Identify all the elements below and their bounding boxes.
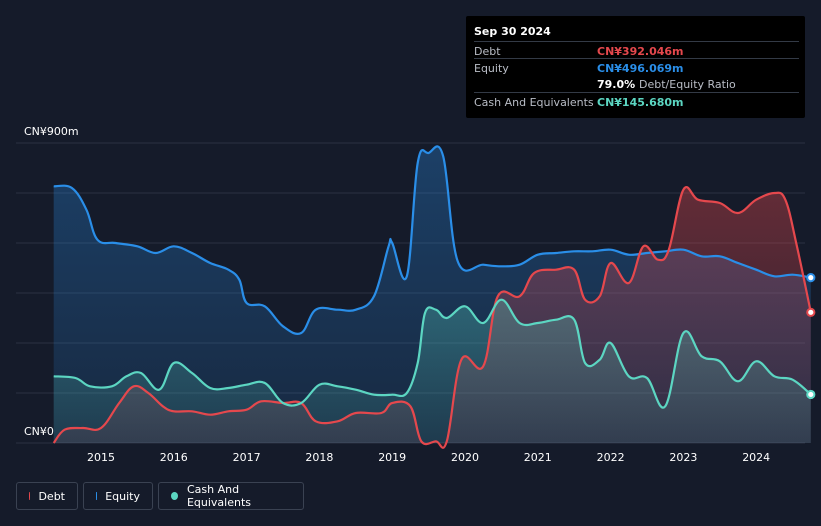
debt-line [52, 186, 812, 449]
x-tick-label: 2021 [524, 451, 552, 464]
x-tick-label: 2017 [233, 451, 261, 464]
x-tick-label: 2019 [378, 451, 406, 464]
legend-cash[interactable]: Cash And Equivalents [158, 482, 304, 510]
tooltip-row-equity: Equity CN¥496.069m [474, 58, 799, 76]
tooltip-ratio-value: 79.0% [597, 78, 636, 91]
legend-equity[interactable]: Equity [83, 482, 153, 510]
x-tick-label: 2022 [597, 451, 625, 464]
x-tick-label: 2023 [669, 451, 697, 464]
legend-equity-label: Equity [105, 489, 140, 503]
tooltip-cash-value: CN¥145.680m [597, 96, 684, 109]
tooltip-cash-label: Cash And Equivalents [474, 96, 594, 109]
y-tick-top: CN¥900m [24, 125, 79, 138]
series-lines [52, 145, 812, 449]
x-tick-label: 2016 [160, 451, 188, 464]
series-end-dots [806, 273, 816, 400]
equity-end-dot [806, 273, 816, 283]
tooltip-panel: Sep 30 2024 Debt CN¥392.046m Equity CN¥4… [466, 16, 805, 118]
x-tick-label: 2024 [742, 451, 770, 464]
tooltip-date: Sep 30 2024 [474, 25, 551, 38]
debt-end-dot [806, 307, 816, 317]
legend-cash-label: Cash And Equivalents [186, 483, 252, 509]
tooltip-ratio-wrap: 79.0% Debt/Equity Ratio [597, 78, 736, 91]
cash-and-equivalents-area [53, 299, 811, 443]
legend-debt-label: Debt [38, 489, 65, 503]
x-tick-label: 2020 [451, 451, 479, 464]
cash-and-equivalents-end-dot [806, 389, 816, 400]
cash-and-equivalents-line [53, 298, 812, 409]
tooltip-ratio-label: Debt/Equity Ratio [639, 78, 736, 91]
legend-debt[interactable]: Debt [16, 482, 78, 510]
tooltip-equity-value: CN¥496.069m [597, 62, 684, 75]
tooltip-equity-label: Equity [474, 62, 509, 75]
x-tick-label: 2015 [87, 451, 115, 464]
legend-cash-dot [171, 492, 178, 500]
tooltip-row-cash: Cash And Equivalents CN¥145.680m [474, 92, 799, 110]
y-tick-bottom: CN¥0 [24, 425, 54, 438]
tooltip-debt-value: CN¥392.046m [597, 45, 684, 58]
x-axis-ticks: 2015 2016 2017 2018 2019 2020 2021 2022 2023 2024 [87, 451, 770, 464]
x-tick-label: 2018 [305, 451, 333, 464]
tooltip-row-debt: Debt CN¥392.046m [474, 41, 799, 59]
tooltip-debt-label: Debt [474, 45, 501, 58]
equity-line [53, 145, 811, 335]
series-areas [53, 146, 811, 448]
tooltip-row-ratio: 79.0% Debt/Equity Ratio [474, 75, 799, 92]
